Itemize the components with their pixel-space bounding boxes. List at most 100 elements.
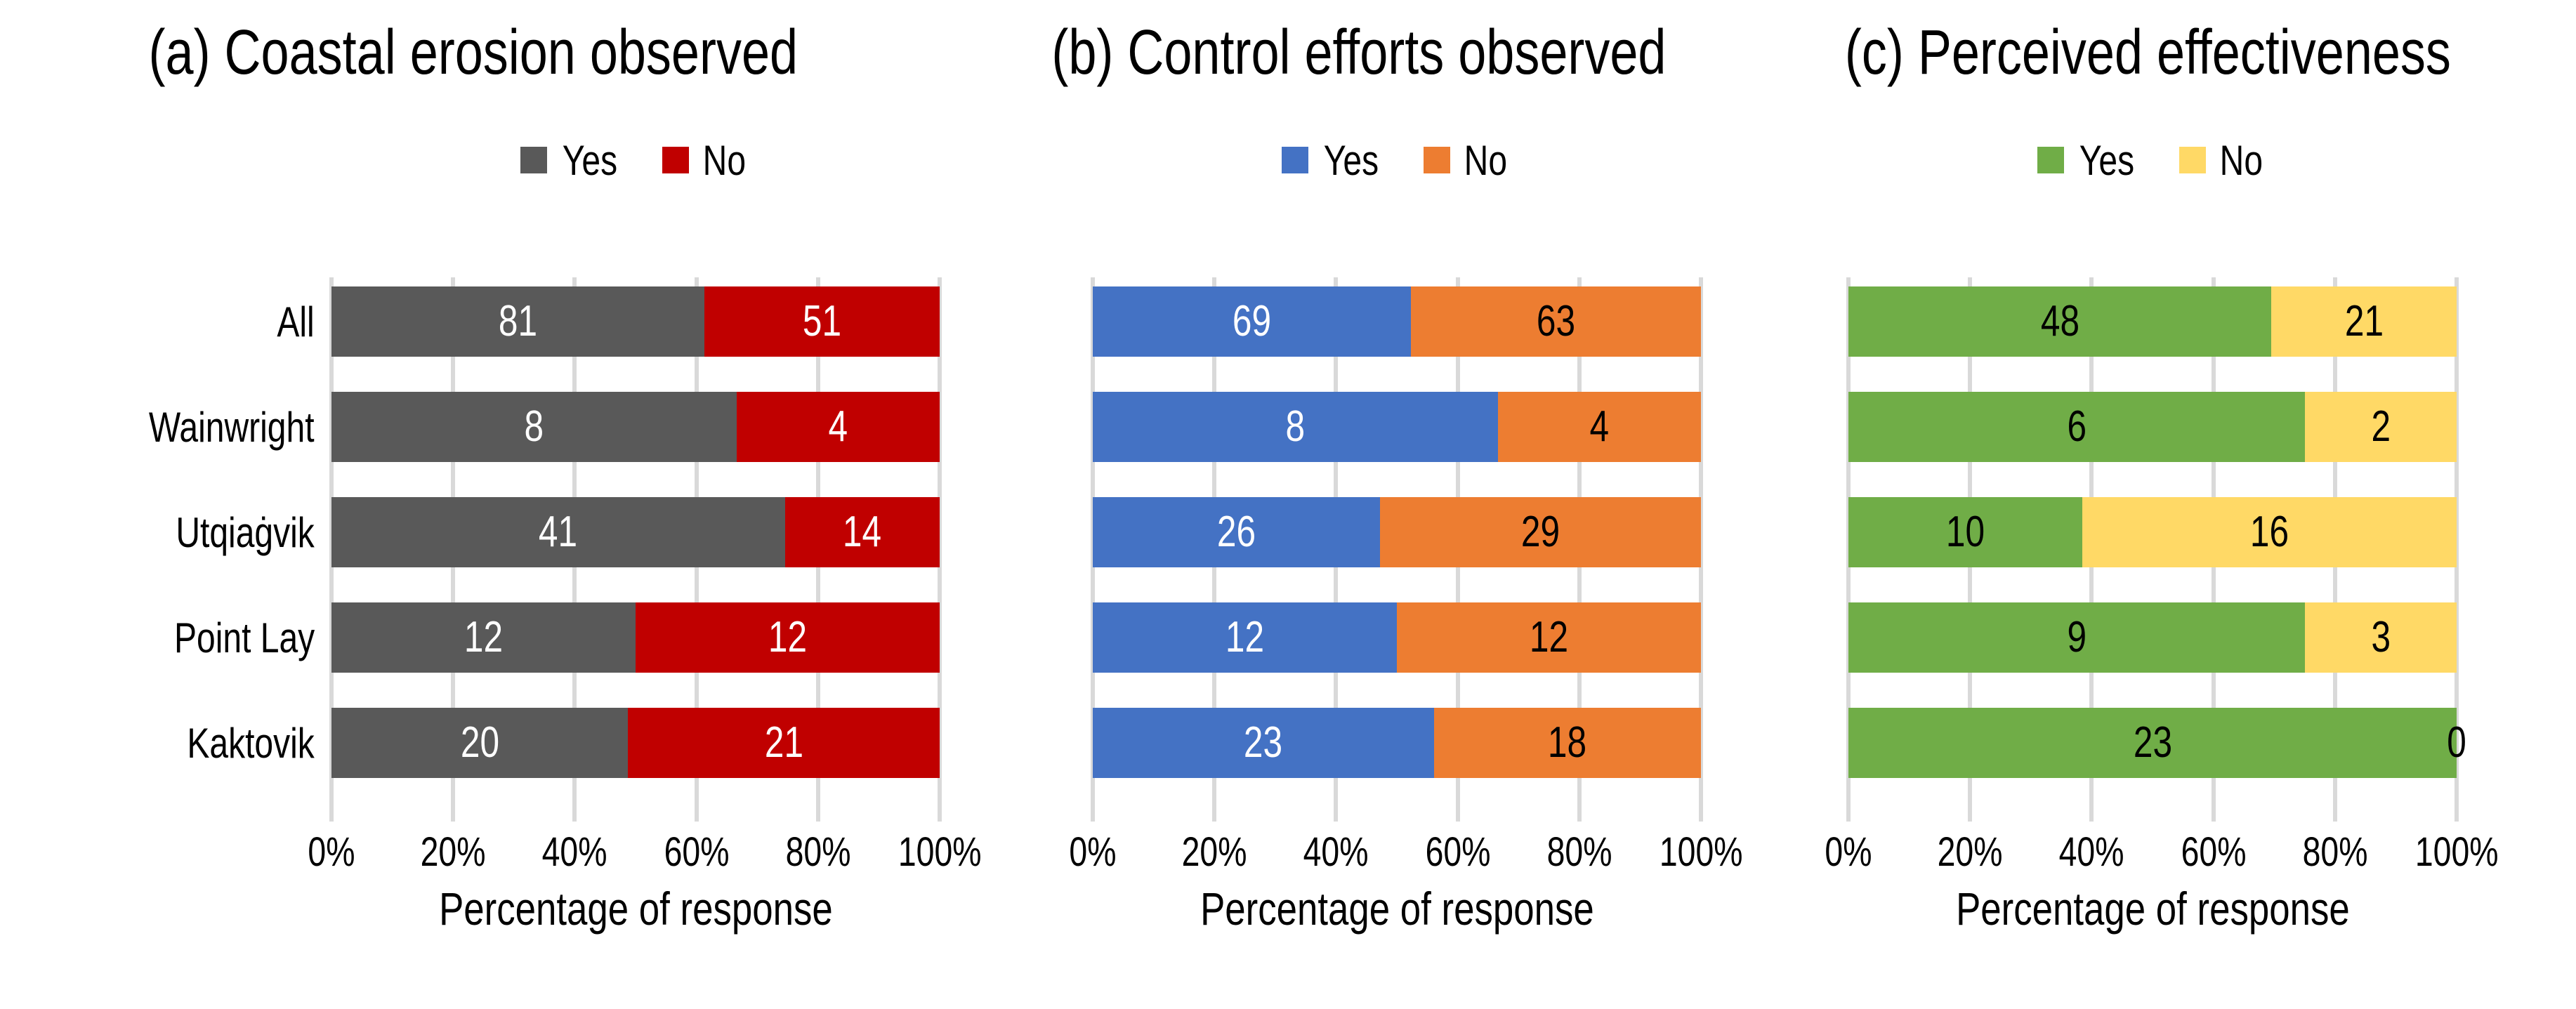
category-label-text: All — [277, 298, 315, 345]
panel-b-title: (b) Control efforts observed — [727, 18, 1991, 88]
value-label: 69 — [1232, 297, 1271, 345]
bar-row-kaktovik: 23 0 — [1848, 708, 2466, 778]
value-label: 14 — [843, 508, 882, 556]
x-tick-text: 100% — [1659, 829, 1743, 875]
x-tick: 60% — [1388, 829, 1528, 876]
segment-yes: 81 — [331, 286, 705, 357]
category-label: All — [0, 286, 315, 357]
segment-no: 29 — [1380, 497, 1701, 567]
segment-yes: 8 — [331, 392, 737, 462]
value-label: 8 — [1285, 402, 1306, 451]
plot-area-a: 81 51 8 4 41 14 12 12 20 21 — [329, 277, 942, 822]
legend-item-no: No — [2179, 136, 2268, 185]
x-tick: 60% — [2143, 829, 2284, 876]
value-label: 48 — [2040, 297, 2079, 345]
legend-swatch-yes — [1281, 147, 1308, 173]
value-label: 4 — [828, 402, 848, 451]
legend-label: No — [702, 136, 746, 184]
x-tick: 0% — [1778, 829, 1919, 876]
value-label: 6 — [2066, 402, 2087, 451]
x-tick-text: 60% — [664, 829, 730, 875]
segment-no: 12 — [636, 602, 940, 673]
value-label: 8 — [524, 402, 544, 451]
category-label: Point Lay — [0, 602, 315, 673]
bar-row-all: 69 63 — [1093, 286, 1701, 357]
value-label: 29 — [1521, 508, 1560, 556]
segment-no: 4 — [737, 392, 940, 462]
segment-yes: 12 — [1093, 602, 1397, 673]
legend-swatch-no — [2179, 147, 2206, 173]
value-label: 20 — [460, 718, 499, 767]
x-tick-text: 0% — [308, 829, 355, 875]
segment-no: 51 — [704, 286, 940, 357]
value-label: 41 — [539, 508, 578, 556]
panel-a-legend: Yes No — [331, 135, 940, 185]
legend-swatch-no — [1423, 147, 1450, 173]
legend-label: No — [1464, 136, 1507, 184]
x-tick: 60% — [626, 829, 767, 876]
x-tick-text: 60% — [1425, 829, 1491, 875]
x-tick-text: 40% — [1303, 829, 1369, 875]
value-label: 21 — [764, 718, 803, 767]
gridline — [2455, 277, 2459, 822]
bar-row-utqia-vik: 41 14 — [331, 497, 940, 567]
segment-yes: 20 — [331, 708, 629, 778]
segment-no: 14 — [784, 497, 940, 567]
value-label: 23 — [1244, 718, 1283, 767]
segment-yes: 69 — [1093, 286, 1411, 357]
bar-row-kaktovik: 23 18 — [1093, 708, 1701, 778]
panel-title-text: (c) Perceived effectiveness — [1844, 18, 2451, 88]
legend-label: Yes — [2079, 136, 2134, 184]
value-label: 12 — [464, 613, 504, 661]
gridline — [1699, 277, 1703, 822]
x-axis-title: Percentage of response — [1848, 882, 2457, 935]
segment-no: 21 — [2271, 286, 2457, 357]
bar-row-kaktovik: 20 21 — [331, 708, 940, 778]
segment-no: 2 — [2304, 392, 2457, 462]
legend-label: No — [2219, 136, 2263, 184]
value-label: 51 — [803, 297, 842, 345]
x-tick-text: 80% — [785, 829, 851, 875]
x-tick-text: 0% — [1069, 829, 1117, 875]
x-tick-text: 20% — [1937, 829, 2003, 875]
x-tick-text: 40% — [2058, 829, 2124, 875]
panel-c-legend: Yes No — [1848, 135, 2457, 185]
segment-yes: 6 — [1848, 392, 2305, 462]
value-label: 16 — [2249, 508, 2289, 556]
value-label: 26 — [1217, 508, 1256, 556]
value-label: 2 — [2370, 402, 2391, 451]
segment-no: 12 — [1397, 602, 1701, 673]
value-label: 81 — [499, 297, 538, 345]
value-label: 63 — [1536, 297, 1575, 345]
category-label-text: Utqiaġvik — [176, 508, 315, 556]
category-label-text: Wainwright — [149, 403, 315, 451]
legend-label: Yes — [562, 136, 617, 184]
panel-a-title: (a) Coastal erosion observed — [0, 18, 1105, 88]
value-label: 9 — [2066, 613, 2087, 661]
segment-yes: 8 — [1093, 392, 1499, 462]
x-tick-text: 20% — [420, 829, 486, 875]
x-axis-title-text: Percentage of response — [1200, 883, 1594, 935]
x-tick: 0% — [1023, 829, 1163, 876]
value-label: 21 — [2344, 297, 2384, 345]
legend-swatch-yes — [2037, 147, 2064, 173]
bar-row-all: 81 51 — [331, 286, 940, 357]
panel-title-text: (b) Control efforts observed — [1051, 18, 1667, 88]
bar-row-point-lay: 12 12 — [1093, 602, 1701, 673]
legend-item-no: No — [662, 136, 751, 185]
x-tick: 40% — [2021, 829, 2162, 876]
value-label: 18 — [1548, 718, 1587, 767]
segment-yes: 41 — [331, 497, 785, 567]
x-tick: 100% — [2386, 829, 2527, 876]
x-tick: 80% — [748, 829, 888, 876]
bar-row-utqia-vik: 10 16 — [1848, 497, 2457, 567]
x-axis-title-text: Percentage of response — [438, 883, 833, 935]
x-tick: 100% — [1631, 829, 1771, 876]
x-tick-text: 0% — [1825, 829, 1872, 875]
segment-yes: 26 — [1093, 497, 1381, 567]
segment-no: 4 — [1498, 392, 1701, 462]
segment-yes: 9 — [1848, 602, 2305, 673]
